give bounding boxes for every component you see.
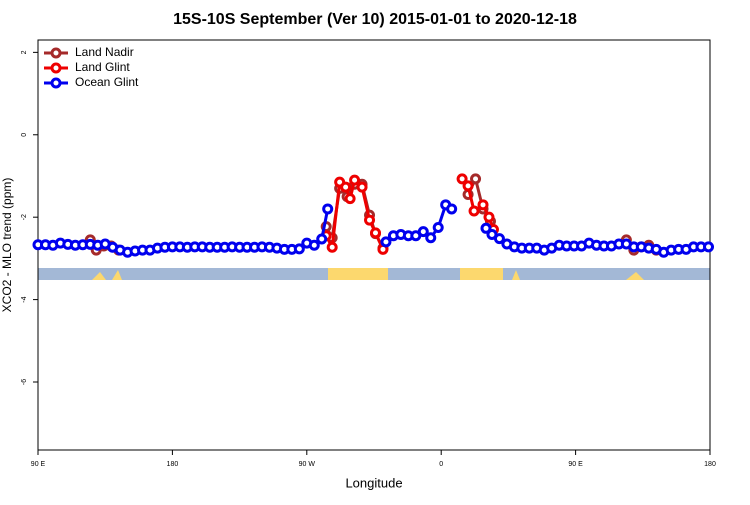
y-axis-label: XCO2 - MLO trend (ppm) <box>0 178 14 313</box>
legend-label: Land Nadir <box>75 45 134 59</box>
land-band <box>328 268 388 280</box>
data-point <box>470 173 482 185</box>
land-band <box>112 270 122 280</box>
data-point <box>316 233 328 245</box>
land-band <box>92 272 106 280</box>
x-tick-label: 0 <box>439 461 443 468</box>
x-tick-label: 90 W <box>299 461 316 468</box>
data-point <box>364 214 376 226</box>
legend-marker <box>50 47 62 59</box>
x-tick-label: 90 E <box>31 461 46 468</box>
y-tick-label: -4 <box>21 296 28 302</box>
data-point <box>456 173 468 185</box>
data-point <box>480 222 492 234</box>
y-tick-label: -6 <box>21 379 28 385</box>
data-point <box>380 236 392 248</box>
x-tick-label: 180 <box>167 461 179 468</box>
data-point <box>293 243 305 255</box>
y-tick-label: 2 <box>21 50 28 54</box>
data-point <box>425 232 437 244</box>
data-point <box>468 205 480 217</box>
data-point <box>446 203 458 215</box>
y-tick-label: -2 <box>21 214 28 220</box>
legend-marker <box>50 62 62 74</box>
legend-label: Land Glint <box>75 60 130 74</box>
legend-marker <box>50 77 62 89</box>
surface-mask <box>38 268 710 280</box>
data-point <box>369 227 381 239</box>
x-tick-label: 180 <box>704 461 716 468</box>
data-point <box>477 199 489 211</box>
land-band <box>460 268 503 280</box>
data-point <box>703 241 715 253</box>
x-tick-label: 90 E <box>568 461 583 468</box>
land-band <box>626 272 644 280</box>
chart-title: 15S-10S September (Ver 10) 2015-01-01 to… <box>173 11 577 28</box>
data-point <box>462 180 474 192</box>
y-tick-label: 0 <box>21 133 28 137</box>
data-point <box>308 239 320 251</box>
data-point <box>493 233 505 245</box>
data-point <box>356 181 368 193</box>
data-point <box>340 181 352 193</box>
data-point <box>483 211 495 223</box>
x-axis-label: Longitude <box>345 475 402 490</box>
data-point <box>322 203 334 215</box>
data-point <box>326 241 338 253</box>
data-point <box>344 193 356 205</box>
data-point <box>349 174 361 186</box>
data-point <box>417 226 429 238</box>
legend-label: Ocean Glint <box>75 75 139 89</box>
land-band <box>512 270 520 280</box>
data-point <box>432 221 444 233</box>
